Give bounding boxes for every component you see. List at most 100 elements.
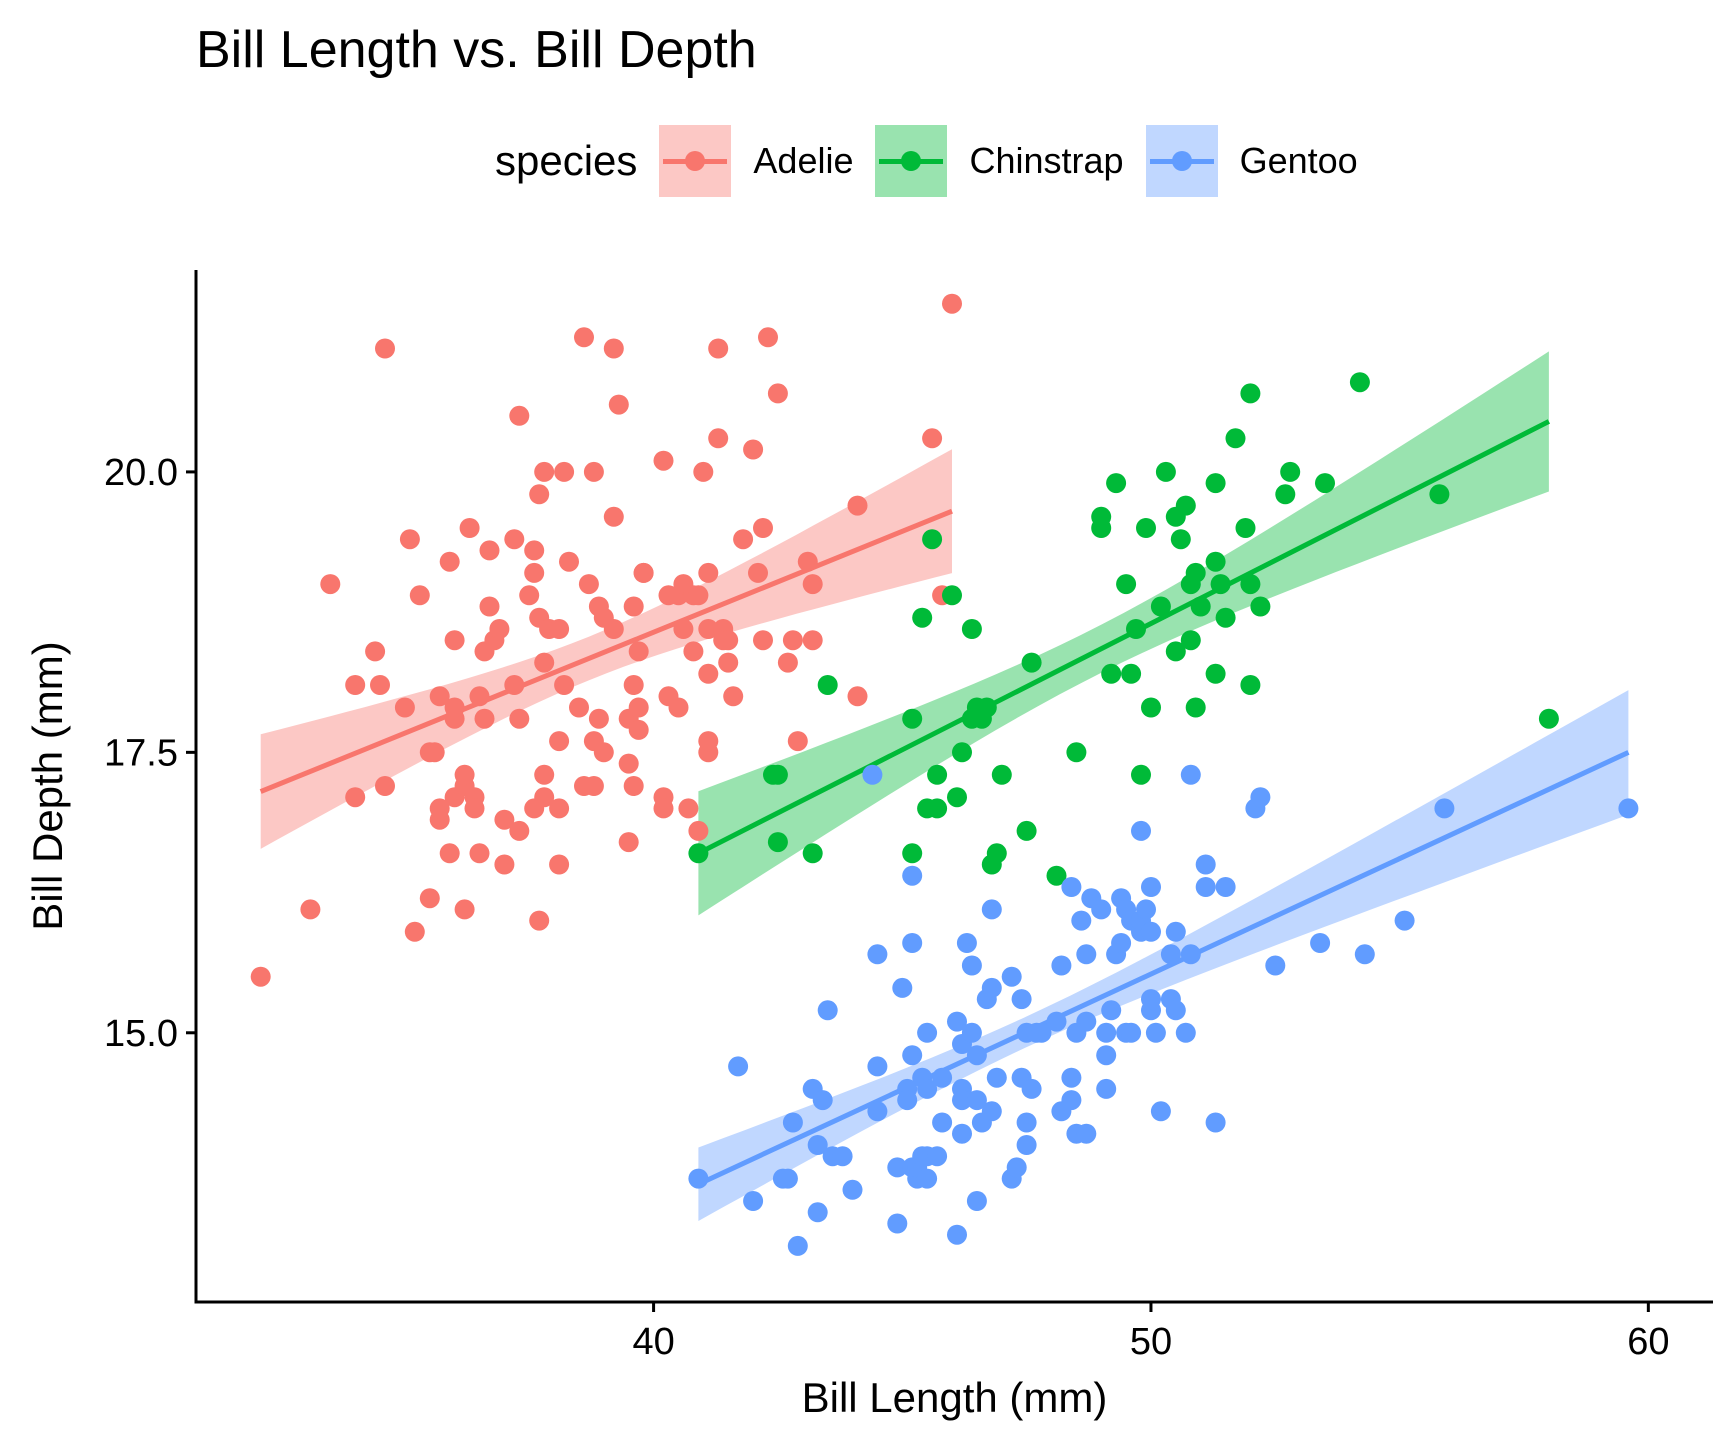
- point-adelie: [603, 338, 624, 359]
- regression-line-chinstrap: [697, 419, 1550, 856]
- point-gentoo: [688, 1168, 709, 1189]
- point-gentoo: [966, 1191, 987, 1211]
- point-gentoo: [981, 977, 1002, 998]
- point-gentoo: [947, 1011, 967, 1032]
- point-chinstrap: [1165, 641, 1186, 662]
- point-adelie: [494, 809, 515, 830]
- point-chinstrap: [1315, 473, 1335, 494]
- point-gentoo: [902, 1045, 923, 1066]
- y-tick-label: 15.0: [104, 1013, 178, 1055]
- point-adelie: [787, 731, 808, 752]
- point-adelie: [504, 675, 525, 695]
- point-chinstrap: [1240, 574, 1261, 595]
- data-points: [250, 293, 1639, 1256]
- point-gentoo: [782, 1112, 803, 1133]
- point-gentoo: [862, 764, 883, 785]
- point-adelie: [429, 686, 450, 707]
- point-chinstrap: [991, 764, 1012, 785]
- point-adelie: [608, 394, 629, 415]
- regression-lines: [259, 419, 1630, 1187]
- point-adelie: [588, 708, 609, 729]
- point-chinstrap: [1136, 518, 1156, 538]
- point-gentoo: [1180, 764, 1201, 785]
- x-tick-label: 40: [632, 1321, 674, 1363]
- point-chinstrap: [1091, 506, 1112, 527]
- point-chinstrap: [952, 742, 972, 763]
- point-adelie: [469, 843, 490, 864]
- point-adelie: [549, 619, 570, 639]
- point-gentoo: [1111, 933, 1132, 953]
- point-gentoo: [917, 1168, 938, 1189]
- point-adelie: [444, 630, 465, 651]
- point-adelie: [439, 551, 460, 572]
- point-gentoo: [1434, 798, 1455, 819]
- point-adelie: [375, 776, 395, 796]
- point-chinstrap: [817, 675, 838, 695]
- point-chinstrap: [927, 764, 948, 785]
- point-adelie: [504, 529, 525, 550]
- point-chinstrap: [912, 607, 933, 628]
- point-adelie: [797, 551, 818, 572]
- point-adelie: [708, 338, 729, 359]
- point-adelie: [519, 585, 540, 606]
- point-gentoo: [961, 1022, 982, 1043]
- point-adelie: [419, 888, 440, 909]
- point-adelie: [345, 675, 366, 695]
- y-tick-label: 20.0: [104, 452, 178, 494]
- point-gentoo: [787, 1235, 808, 1256]
- point-gentoo: [812, 1090, 833, 1111]
- point-gentoo: [1101, 1000, 1122, 1021]
- point-adelie: [653, 798, 674, 819]
- point-adelie: [370, 675, 390, 695]
- point-gentoo: [842, 1179, 863, 1200]
- point-adelie: [320, 574, 341, 595]
- point-chinstrap: [1185, 697, 1206, 718]
- point-adelie: [554, 461, 575, 482]
- point-gentoo: [1076, 944, 1097, 965]
- legend-label-chinstrap: Chinstrap: [969, 140, 1124, 181]
- legend-item-adelie: Adelie: [659, 125, 853, 197]
- point-gentoo: [1011, 989, 1032, 1010]
- point-adelie: [444, 697, 465, 718]
- point-adelie: [549, 854, 570, 875]
- point-adelie: [524, 562, 545, 583]
- point-gentoo: [902, 865, 923, 886]
- point-adelie: [668, 697, 689, 718]
- point-chinstrap: [1235, 518, 1256, 538]
- point-chinstrap: [1106, 473, 1127, 494]
- point-gentoo: [1096, 1078, 1117, 1099]
- point-chinstrap: [1175, 495, 1196, 516]
- point-adelie: [593, 742, 614, 763]
- point-adelie: [628, 641, 649, 662]
- point-chinstrap: [767, 832, 788, 853]
- point-adelie: [733, 529, 754, 550]
- point-adelie: [718, 630, 739, 651]
- point-adelie: [554, 675, 575, 695]
- point-adelie: [509, 820, 530, 841]
- point-chinstrap: [902, 708, 923, 729]
- point-gentoo: [887, 1213, 908, 1234]
- point-gentoo: [1076, 1011, 1097, 1032]
- point-chinstrap: [1155, 461, 1176, 482]
- point-adelie: [549, 731, 570, 752]
- point-gentoo: [1354, 944, 1375, 965]
- point-adelie: [300, 899, 321, 920]
- point-gentoo: [777, 1168, 798, 1189]
- point-gentoo: [1394, 910, 1415, 931]
- point-gentoo: [1618, 798, 1639, 819]
- point-chinstrap: [1240, 675, 1261, 695]
- point-adelie: [678, 798, 699, 819]
- confidence-band-chinstrap: [698, 351, 1549, 916]
- point-chinstrap: [1121, 663, 1142, 684]
- point-adelie: [375, 338, 395, 359]
- point-adelie: [723, 686, 744, 707]
- point-chinstrap: [1126, 619, 1146, 639]
- point-chinstrap: [1205, 551, 1226, 572]
- point-chinstrap: [1215, 607, 1236, 628]
- legend-label-adelie: Adelie: [753, 140, 854, 181]
- point-adelie: [688, 585, 709, 606]
- point-gentoo: [1265, 955, 1286, 976]
- point-adelie: [494, 854, 515, 875]
- point-adelie: [683, 641, 704, 662]
